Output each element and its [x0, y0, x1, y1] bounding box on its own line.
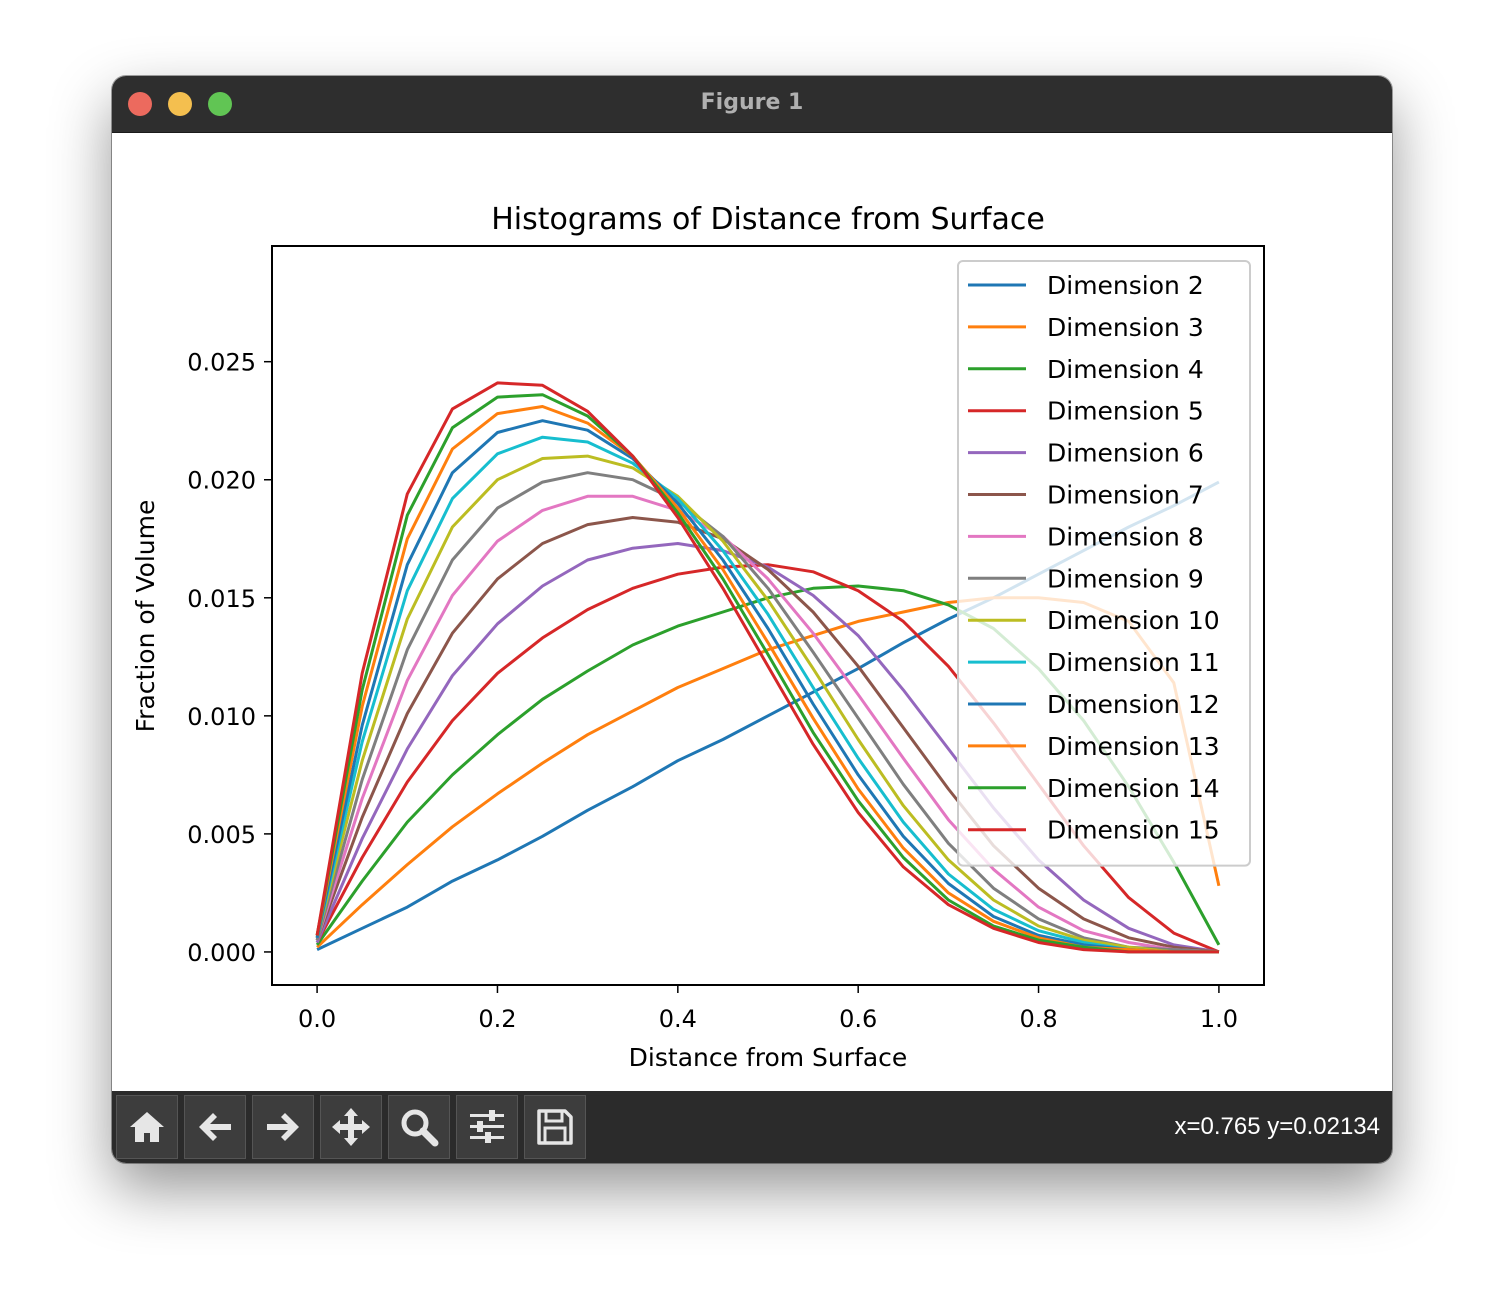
legend-label: Dimension 11 — [1047, 648, 1220, 677]
chart-title: Histograms of Distance from Surface — [491, 202, 1045, 237]
legend-label: Dimension 9 — [1047, 564, 1204, 593]
series-line-dimension-11 — [315, 435, 1219, 954]
y-tick-label: 0.025 — [187, 349, 256, 377]
y-tick-label: 0.020 — [187, 467, 256, 495]
series-line-dimension-12 — [315, 419, 1219, 954]
x-tick-label: 0.2 — [478, 1005, 516, 1033]
legend-label: Dimension 4 — [1047, 355, 1204, 384]
toolbar: x=0.765 y=0.02134 — [112, 1091, 1392, 1163]
y-axis-label: Fraction of Volume — [131, 500, 160, 733]
legend-label: Dimension 5 — [1047, 397, 1204, 426]
y-tick-label: 0.015 — [187, 585, 256, 613]
floppy-disk-icon — [537, 1109, 573, 1145]
window-title: Figure 1 — [700, 90, 804, 115]
legend-label: Dimension 12 — [1047, 690, 1220, 719]
x-axis-label: Distance from Surface — [629, 1043, 908, 1072]
line-chart: 0.0 0.2 0.4 0.6 0.8 1.0 0.0000.0050.0100.0150… — [131, 202, 1265, 1072]
title-bar: Figure 1 — [112, 76, 1392, 133]
x-tick-label: 0.6 — [839, 1005, 877, 1033]
series-line-dimension-7 — [315, 516, 1220, 954]
close-window-button[interactable] — [128, 92, 152, 116]
legend-label: Dimension 7 — [1047, 481, 1204, 510]
legend-label: Dimension 14 — [1047, 774, 1220, 803]
maximize-window-button[interactable] — [208, 92, 232, 116]
forward-button[interactable] — [252, 1095, 314, 1159]
save-button[interactable] — [524, 1095, 586, 1159]
y-axis: 0.000 0.005 0.010 0.015 0.020 0.025 — [187, 349, 272, 967]
back-button[interactable] — [184, 1095, 246, 1159]
move-icon — [332, 1108, 370, 1146]
series-line-dimension-15 — [315, 381, 1219, 954]
legend-label: Dimension 15 — [1047, 816, 1220, 845]
configure-subplots-button[interactable] — [456, 1095, 518, 1159]
y-tick-label: 0.005 — [187, 821, 256, 849]
zoom-button[interactable] — [388, 1095, 450, 1159]
x-tick-label: 0.0 — [298, 1005, 336, 1033]
plot-frame — [271, 245, 1265, 986]
series-line-dimension-14 — [315, 393, 1219, 954]
magnifier-icon — [401, 1109, 439, 1147]
cursor-coordinates: x=0.765 y=0.02134 — [1174, 1113, 1380, 1140]
series-line-dimension-9 — [315, 471, 1219, 954]
legend-label: Dimension 8 — [1047, 522, 1204, 551]
home-button[interactable] — [116, 1095, 178, 1159]
x-tick-label: 0.8 — [1019, 1005, 1057, 1033]
x-tick-label: 1.0 — [1200, 1005, 1238, 1033]
x-axis: 0.0 0.2 0.4 0.6 0.8 1.0 — [298, 985, 1238, 1033]
arrow-left-icon — [199, 1113, 231, 1141]
home-icon — [130, 1112, 164, 1142]
legend-label: Dimension 10 — [1047, 606, 1220, 635]
minimize-window-button[interactable] — [168, 92, 192, 116]
series-line-dimension-8 — [315, 494, 1219, 954]
legend-box — [957, 260, 1251, 867]
legend-label: Dimension 13 — [1047, 732, 1220, 761]
arrow-right-icon — [267, 1113, 299, 1141]
pan-button[interactable] — [320, 1095, 382, 1159]
series-line-dimension-10 — [315, 454, 1219, 954]
y-tick-label: 0.010 — [187, 703, 256, 731]
y-tick-label: 0.000 — [187, 939, 256, 967]
sliders-icon — [470, 1110, 504, 1143]
legend-label: Dimension 3 — [1047, 313, 1204, 342]
legend-label: Dimension 2 — [1047, 271, 1204, 300]
figure-window: Figure 1 0.0 0.2 0.4 0.6 0.8 1.0 0.000 0.005 0.… — [112, 76, 1392, 1163]
x-tick-label: 0.4 — [659, 1005, 697, 1033]
legend-label: Dimension 6 — [1047, 439, 1204, 468]
series-line-dimension-6 — [315, 542, 1220, 954]
legend: Dimension 2 Dimension 3 Dimension 4 Dimensi… — [957, 260, 1251, 867]
figure-canvas[interactable]: 0.0 0.2 0.4 0.6 0.8 1.0 0.000 0.005 0.010 0.015 0… — [112, 133, 1392, 1091]
